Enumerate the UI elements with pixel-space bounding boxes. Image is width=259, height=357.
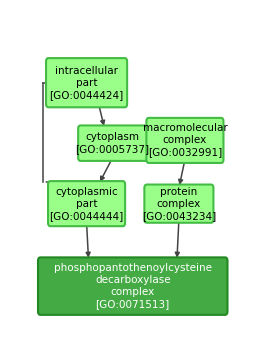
FancyBboxPatch shape	[38, 257, 227, 315]
Text: cytoplasmic
part
[GO:0044444]: cytoplasmic part [GO:0044444]	[49, 187, 124, 221]
Text: phosphopantothenoylcysteine
decarboxylase
complex
[GO:0071513]: phosphopantothenoylcysteine decarboxylas…	[54, 263, 212, 309]
Text: macromolecular
complex
[GO:0032991]: macromolecular complex [GO:0032991]	[142, 124, 227, 157]
Text: protein
complex
[GO:0043234]: protein complex [GO:0043234]	[142, 187, 216, 221]
FancyBboxPatch shape	[48, 181, 125, 226]
FancyBboxPatch shape	[78, 125, 147, 161]
Text: cytoplasm
[GO:0005737]: cytoplasm [GO:0005737]	[76, 132, 150, 154]
FancyBboxPatch shape	[144, 185, 213, 223]
FancyBboxPatch shape	[146, 118, 224, 163]
FancyBboxPatch shape	[46, 58, 127, 107]
Text: intracellular
part
[GO:0044424]: intracellular part [GO:0044424]	[49, 66, 124, 100]
